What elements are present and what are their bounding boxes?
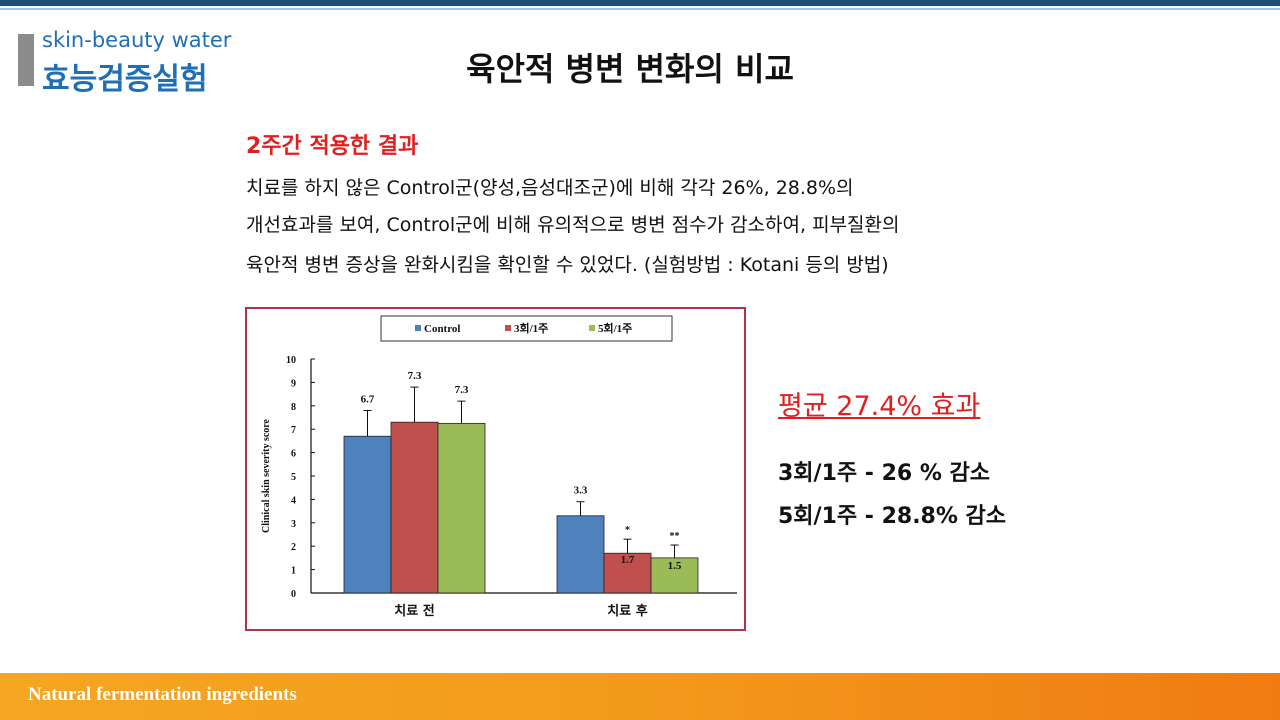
- bar-0-1: [390, 421, 439, 594]
- average-effect: 평균 27.4% 효과: [778, 391, 981, 422]
- data-label: 3.3: [574, 485, 588, 497]
- significance-mark: *: [625, 525, 630, 536]
- footer-text: Natural fermentation ingredients: [28, 684, 297, 705]
- y-tick-label: 5: [291, 472, 296, 483]
- significance-mark: **: [670, 531, 680, 542]
- bar-0-0: [343, 435, 392, 594]
- x-tick-label: 치료 후: [607, 603, 647, 619]
- y-tick-label: 0: [291, 589, 296, 600]
- y-tick-label: 4: [291, 495, 296, 506]
- brand-accent-bar: [18, 34, 34, 86]
- slide-title: 육안적 병변 변화의 비교: [466, 50, 794, 88]
- footer-bar: [0, 673, 1280, 720]
- legend-swatch-2: [589, 325, 595, 331]
- y-tick-label: 7: [291, 425, 296, 436]
- data-label: 1.5: [668, 560, 682, 572]
- bar-chart: Control 3회/1주 5회/1주 0 1 2 3 4 5 6 7 8 9 10 Clinical sk…: [261, 315, 737, 619]
- bar-1-0: [556, 515, 605, 594]
- y-tick-label: 10: [286, 355, 296, 366]
- summary-line-2: 5회/1주 - 28.8% 감소: [778, 504, 1007, 529]
- result-heading: 2주간 적용한 결과: [246, 134, 419, 159]
- bar-0-2: [437, 422, 486, 594]
- data-label: 6.7: [361, 393, 375, 405]
- legend-swatch-0: [415, 325, 421, 331]
- y-axis-label: Clinical skin severity score: [261, 418, 272, 533]
- legend-label-1: 3회/1주: [514, 321, 548, 335]
- y-tick-label: 9: [291, 378, 296, 389]
- top-rule-thin: [0, 8, 1280, 10]
- bar-1-2: [650, 557, 699, 594]
- y-tick-label: 2: [291, 542, 296, 553]
- result-line-3: 육안적 병변 증상을 완화시킴을 확인할 수 있었다. (실험방법 : Kota…: [246, 254, 889, 276]
- y-tick-label: 3: [291, 519, 296, 530]
- brand-subtitle: skin-beauty water: [42, 28, 232, 52]
- summary-line-1: 3회/1주 - 26 % 감소: [778, 461, 991, 486]
- y-tick-label: 8: [291, 402, 296, 413]
- y-tick-label: 6: [291, 449, 296, 460]
- x-tick-label: 치료 전: [394, 603, 434, 619]
- legend-label-2: 5회/1주: [598, 321, 632, 335]
- data-label: 7.3: [455, 384, 469, 396]
- brand-title: 효능검증실험: [42, 62, 208, 97]
- result-line-2: 개선효과를 보여, Control군에 비해 유의적으로 병변 점수가 감소하여…: [246, 214, 900, 236]
- result-line-1: 치료를 하지 않은 Control군(양성,음성대조군)에 비해 각각 26%,…: [246, 177, 854, 199]
- y-tick-label: 1: [291, 566, 296, 577]
- data-label: 7.3: [408, 370, 422, 382]
- legend-label-0: Control: [424, 323, 460, 335]
- top-rule: [0, 0, 1280, 6]
- data-label: 1.7: [621, 554, 635, 566]
- legend-box: [380, 315, 673, 342]
- chart-frame: Control 3회/1주 5회/1주 0 1 2 3 4 5 6 7 8 9 10 Clinical sk…: [245, 307, 746, 631]
- legend-swatch-1: [505, 325, 511, 331]
